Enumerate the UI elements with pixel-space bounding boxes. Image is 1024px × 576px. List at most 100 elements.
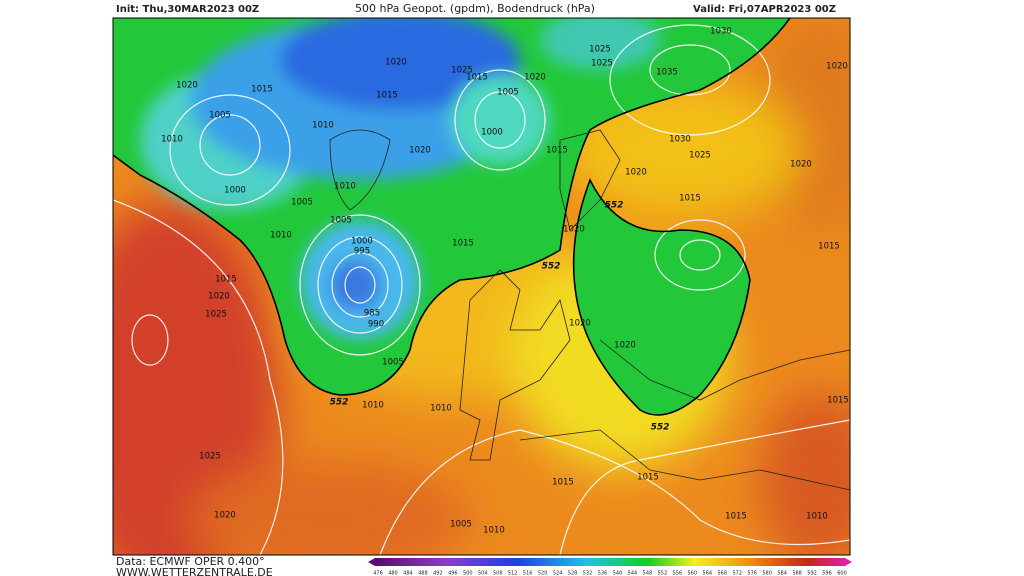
colorbar-arrow — [845, 558, 852, 566]
colorbar-label: 480 — [388, 571, 398, 576]
isobar-label: 1010 — [312, 121, 334, 131]
colorbar-label: 492 — [433, 571, 443, 576]
isobar-label: 1015 — [376, 91, 398, 101]
colorbar-label: 564 — [703, 571, 713, 576]
colorbar-label: 588 — [792, 571, 802, 576]
colorbar-label: 544 — [628, 571, 638, 576]
colorbar-label: 508 — [493, 571, 503, 576]
isobar-label: 990 — [368, 320, 384, 330]
isobar-label: 1030 — [710, 27, 732, 37]
isobar-label: 1015 — [637, 473, 659, 483]
isobar-label: 1005 — [330, 216, 352, 226]
isobar-label: 1005 — [450, 520, 472, 530]
isobar-label: 1015 — [552, 478, 574, 488]
colorbar-label: 584 — [777, 571, 787, 576]
colorbar-label: 512 — [508, 571, 518, 576]
colorbar-label: 576 — [747, 571, 757, 576]
isobar-label: 1020 — [625, 168, 647, 178]
isobar-label: 1015 — [452, 239, 474, 249]
isobar-label: 1015 — [827, 396, 849, 406]
colorbar-label: 596 — [822, 571, 832, 576]
colorbar-label: 592 — [807, 571, 817, 576]
isobar-label: 1005 — [291, 198, 313, 208]
isobar-label: 1020 — [385, 58, 407, 68]
colorbar-label: 524 — [553, 571, 563, 576]
isobar-label: 1030 — [669, 135, 691, 145]
isobar-label: 1010 — [334, 182, 356, 192]
isobar-label: 1025 — [589, 45, 611, 55]
isobar-label: 1010 — [362, 401, 384, 411]
isobar-label: 1015 — [725, 512, 747, 522]
isobar-label: 1020 — [208, 292, 230, 302]
isobar-label: 1010 — [806, 512, 828, 522]
map-title: 500 hPa Geopot. (gpdm), Bodendruck (hPa) — [355, 2, 595, 15]
colorbar-label: 476 — [373, 571, 383, 576]
colorbar-label: 504 — [478, 571, 488, 576]
isobar-label: 1025 — [451, 66, 473, 76]
colorbar-label: 540 — [613, 571, 623, 576]
contour-label: 552 — [330, 398, 349, 408]
isobar-label: 1020 — [563, 225, 585, 235]
colorbar-label: 548 — [643, 571, 653, 576]
colorbar-label: 532 — [583, 571, 593, 576]
isobar-label: 1000 — [481, 128, 503, 138]
isobar-label: 1015 — [546, 146, 568, 156]
isobar-label: 1010 — [483, 526, 505, 536]
colorbar-label: 528 — [568, 571, 578, 576]
colorbar-label: 600 — [837, 571, 847, 576]
data-source: Data: ECMWF OPER 0.400° — [116, 555, 265, 568]
colorbar-label: 488 — [418, 571, 428, 576]
isobar-label: 1010 — [270, 231, 292, 241]
valid-time: Valid: Fri,07APR2023 00Z — [693, 4, 836, 15]
contour-label: 552 — [651, 423, 670, 433]
isobar-label: 1010 — [430, 404, 452, 414]
isobar-label: 1020 — [614, 341, 636, 351]
isobar-label: 1035 — [656, 68, 678, 78]
contour-label: 552 — [542, 262, 561, 272]
isobar-label: 1025 — [205, 310, 227, 320]
map-frame — [112, 17, 851, 556]
map-field — [113, 18, 850, 555]
isobar-label: 1020 — [214, 511, 236, 521]
isobar-label: 1015 — [679, 194, 701, 204]
colorbar-label: 556 — [673, 571, 683, 576]
colorbar-label: 520 — [538, 571, 548, 576]
colorbar-label: 500 — [463, 571, 473, 576]
isobar-label: 1020 — [409, 146, 431, 156]
isobar-label: 1010 — [161, 135, 183, 145]
colorbar-label: 516 — [523, 571, 533, 576]
isobar-label: 1015 — [466, 73, 488, 83]
isobar-label: 1020 — [569, 319, 591, 329]
contour-label: 552 — [605, 201, 624, 211]
colorbar-label: 552 — [658, 571, 668, 576]
colorbar-label: 484 — [403, 571, 413, 576]
colorbar-label: 572 — [732, 571, 742, 576]
colorbar-arrow — [368, 558, 375, 566]
colorbar-label: 568 — [717, 571, 727, 576]
isobar-label: 1005 — [209, 111, 231, 121]
isobar-label: 1020 — [826, 62, 848, 72]
isobar-label: 1005 — [497, 88, 519, 98]
colorbar-label: 580 — [762, 571, 772, 576]
isobar-label: 1020 — [176, 81, 198, 91]
isobar-label: 1025 — [689, 151, 711, 161]
isobar-label: 1015 — [251, 85, 273, 95]
labels: 1020 101510051010100010051010100510009959… — [161, 27, 849, 576]
isobar-label: 1000 — [224, 186, 246, 196]
isobar-label: 1025 — [591, 59, 613, 69]
isobar-label: 1005 — [382, 358, 404, 368]
isobar-label: 1000 — [351, 237, 373, 247]
init-time: Init: Thu,30MAR2023 00Z — [116, 4, 259, 15]
isobar-label: 995 — [354, 247, 370, 257]
colorbar — [375, 558, 845, 566]
colorbar-label: 536 — [598, 571, 608, 576]
isobar-label: 1025 — [199, 452, 221, 462]
isobar-label: 1020 — [524, 73, 546, 83]
colorbar-label: 560 — [688, 571, 698, 576]
colorbar-label: 496 — [448, 571, 458, 576]
website: WWW.WETTERZENTRALE.DE — [116, 566, 273, 576]
isobar-label: 1015 — [818, 242, 840, 252]
isobar-label: 985 — [364, 309, 380, 319]
isobar-label: 1015 — [215, 275, 237, 285]
